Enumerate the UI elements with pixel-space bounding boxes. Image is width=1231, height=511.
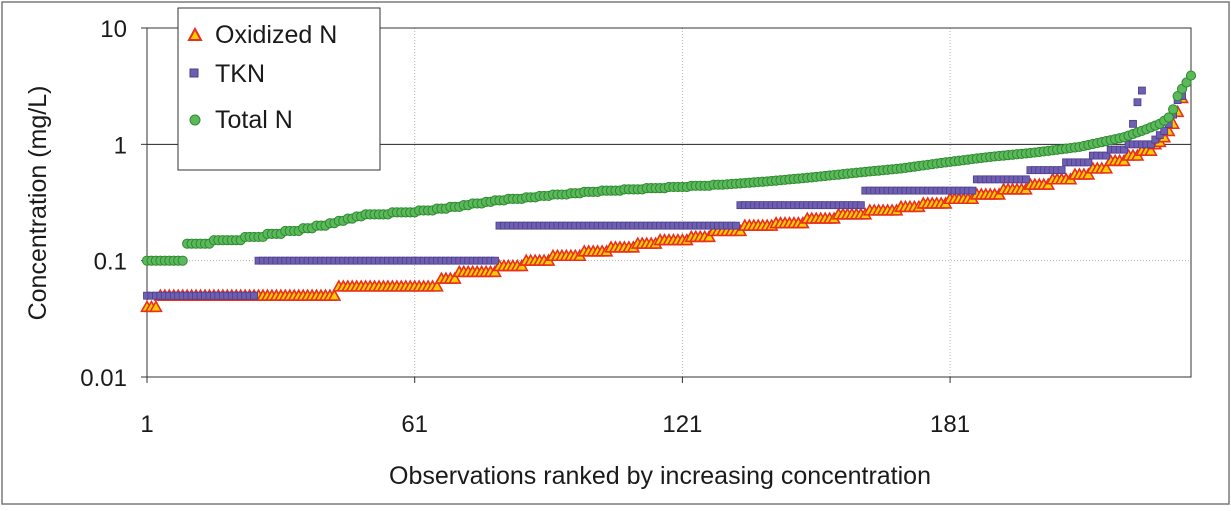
x-tick-label: 121 bbox=[662, 411, 702, 438]
tkn-point bbox=[1057, 166, 1066, 175]
tkn-point bbox=[1022, 175, 1030, 184]
total-n-point bbox=[1168, 104, 1179, 115]
legend-label-total: Total N bbox=[215, 106, 293, 134]
tkn-point bbox=[1133, 98, 1142, 107]
oxidized-n-point bbox=[702, 229, 717, 243]
y-tick-label: 0.1 bbox=[94, 249, 127, 276]
marks-layer bbox=[140, 70, 1197, 313]
total-n-point bbox=[1172, 90, 1183, 102]
oxidized-n-point bbox=[327, 288, 342, 301]
total-n-point bbox=[1163, 112, 1174, 123]
legend-label-tkn: TKN bbox=[215, 60, 265, 88]
y-axis-title: Concentration (mg/L) bbox=[24, 86, 52, 321]
tkn-point bbox=[1129, 119, 1137, 128]
tkn-point bbox=[732, 221, 740, 230]
legend-marker-oxidized bbox=[187, 26, 203, 41]
legend-marker-tkn bbox=[189, 68, 199, 78]
oxidized-n-point bbox=[1143, 143, 1158, 156]
total-n-point bbox=[177, 255, 188, 266]
oxidized-n-point bbox=[488, 264, 502, 278]
oxidized-n-point bbox=[1081, 167, 1096, 180]
x-tick-label: 181 bbox=[930, 411, 970, 438]
tkn-point bbox=[1146, 140, 1155, 149]
oxidized-n-point bbox=[430, 279, 444, 292]
tkn-point bbox=[968, 186, 977, 195]
tkn-point bbox=[856, 201, 865, 210]
tkn-point bbox=[1084, 158, 1093, 167]
total-n-point bbox=[1185, 70, 1197, 81]
tkn-point bbox=[1102, 151, 1111, 160]
legend-box bbox=[177, 7, 381, 171]
axis-layer: 1 61 121 181 0.01 0.1 1 10 bbox=[80, 16, 970, 438]
tkn-point bbox=[491, 256, 499, 265]
x-tick-label: 1 bbox=[140, 411, 153, 438]
tkn-point bbox=[1138, 86, 1146, 95]
legend: Oxidized N TKN Total N bbox=[177, 7, 381, 171]
oxidized-n-point bbox=[447, 271, 462, 284]
tkn-point bbox=[1151, 135, 1160, 144]
legend-label-oxidized: Oxidized N bbox=[215, 21, 337, 49]
x-tick-label: 61 bbox=[401, 411, 428, 438]
tkn-point bbox=[250, 291, 258, 300]
x-axis-title: Observations ranked by increasing concen… bbox=[389, 462, 931, 490]
plot-area-border bbox=[146, 27, 1192, 378]
y-tick-label: 10 bbox=[100, 16, 127, 43]
y-tick-label: 1 bbox=[114, 132, 127, 159]
oxidized-n-point bbox=[149, 299, 163, 313]
tkn-point bbox=[1155, 131, 1164, 140]
tkn-point bbox=[1120, 145, 1128, 154]
tkn-point bbox=[1160, 127, 1169, 135]
legend-marker-total bbox=[189, 114, 201, 126]
oxidized-n-point bbox=[1099, 161, 1114, 174]
y-tick-label: 0.01 bbox=[80, 365, 127, 392]
